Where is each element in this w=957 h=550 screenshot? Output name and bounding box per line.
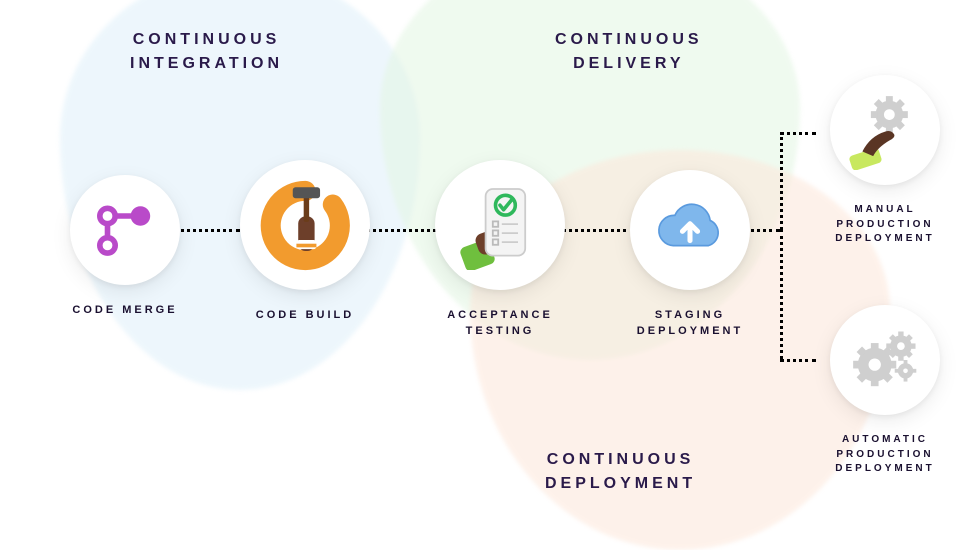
- cloud-up-icon: [648, 188, 732, 272]
- hand-gear-icon: [847, 92, 924, 169]
- node-label-staging: STAGING DEPLOYMENT: [637, 308, 743, 340]
- node-circle-manual: [830, 75, 940, 185]
- hammer-arm-icon: [260, 180, 351, 271]
- node-circle-merge: [70, 175, 180, 285]
- gears-icon: [847, 322, 924, 399]
- node-label-manual: MANUAL PRODUCTION DEPLOYMENT: [835, 203, 934, 247]
- connector-fork-up: [780, 132, 783, 230]
- section-title-cdep: CONTINUOUS DEPLOYMENT: [545, 448, 696, 496]
- phone-check-icon: [455, 180, 546, 271]
- node-code-build: CODE BUILD: [235, 160, 375, 324]
- connector-fork-down: [780, 229, 783, 359]
- node-circle-build: [240, 160, 370, 290]
- node-label-auto: AUTOMATIC PRODUCTION DEPLOYMENT: [835, 433, 934, 477]
- node-label-accept: ACCEPTANCE TESTING: [447, 308, 553, 340]
- node-code-merge: CODE MERGE: [55, 175, 195, 319]
- git-branch-icon: [87, 192, 164, 269]
- node-manual-deployment: MANUAL PRODUCTION DEPLOYMENT: [815, 75, 955, 247]
- node-staging-deployment: STAGING DEPLOYMENT: [620, 170, 760, 340]
- node-automatic-deployment: AUTOMATIC PRODUCTION DEPLOYMENT: [815, 305, 955, 477]
- node-circle-auto: [830, 305, 940, 415]
- section-title-ci: CONTINUOUS INTEGRATION: [130, 28, 283, 76]
- connector-to-auto: [780, 359, 816, 362]
- section-title-cdel: CONTINUOUS DELIVERY: [555, 28, 703, 76]
- node-acceptance-testing: ACCEPTANCE TESTING: [430, 160, 570, 340]
- connector-to-manual: [780, 132, 816, 135]
- node-circle-staging: [630, 170, 750, 290]
- node-circle-accept: [435, 160, 565, 290]
- node-label-merge: CODE MERGE: [72, 303, 177, 319]
- node-label-build: CODE BUILD: [256, 308, 354, 324]
